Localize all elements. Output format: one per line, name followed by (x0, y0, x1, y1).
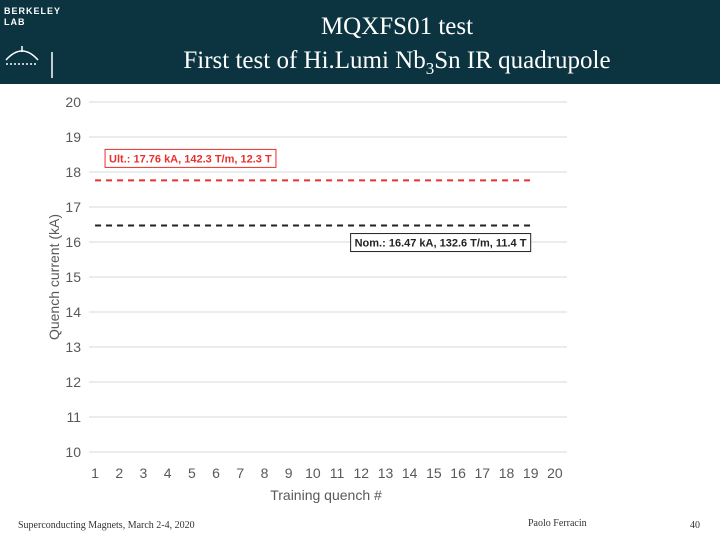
footer-left: Superconducting Magnets, March 2-4, 2020 (18, 520, 195, 531)
page-number: 40 (690, 520, 700, 531)
x-tick-label: 6 (212, 465, 220, 481)
y-tick-label: 17 (65, 199, 81, 215)
y-tick-label: 18 (65, 164, 81, 180)
reference-label-box (350, 233, 532, 253)
y-tick-label: 15 (65, 269, 81, 285)
header-band (0, 0, 720, 84)
subtitle-part: Sn IR quadrupole (434, 47, 610, 74)
y-tick-label: 19 (65, 129, 81, 145)
subtitle-part: First test of Hi.Lumi Nb (183, 47, 425, 74)
slide-title: MQXFS01 test (321, 13, 473, 40)
x-tick-label: 11 (330, 465, 345, 481)
y-tick-label: 10 (65, 444, 81, 460)
footer-center: Paolo Ferracin (528, 518, 587, 529)
y-tick-label: 11 (66, 409, 81, 425)
y-tick-label: 20 (65, 94, 81, 110)
y-axis-label: Quench current (kA) (46, 214, 62, 340)
x-tick-label: 3 (140, 465, 148, 481)
x-tick-label: 1 (91, 465, 99, 481)
x-tick-label: 9 (285, 465, 293, 481)
x-tick-label: 17 (475, 465, 491, 481)
subtitle-subscript: 3 (426, 59, 435, 78)
x-tick-label: 8 (261, 465, 269, 481)
logo-text: BERKELEY (4, 6, 61, 16)
logo-text: LAB (4, 17, 26, 27)
y-tick-label: 12 (65, 374, 81, 390)
x-tick-label: 12 (353, 465, 369, 481)
x-tick-label: 20 (547, 465, 563, 481)
logo-icon (5, 46, 53, 78)
slide-subtitle: First test of Hi.Lumi Nb3Sn IR quadrupol… (183, 47, 610, 78)
x-tick-label: 13 (378, 465, 394, 481)
x-tick-label: 5 (188, 465, 196, 481)
x-tick-label: 2 (115, 465, 123, 481)
x-axis-label: Training quench # (270, 487, 382, 503)
y-tick-label: 16 (65, 234, 81, 250)
x-tick-label: 10 (305, 465, 321, 481)
x-tick-label: 19 (523, 465, 539, 481)
reference-label: Nom.: 16.47 kA, 132.6 T/m, 11.4 T (355, 238, 527, 250)
reference-label: Ult.: 17.76 kA, 142.3 T/m, 12.3 T (109, 153, 272, 165)
reference-label-box (104, 148, 277, 168)
x-tick-label: 16 (450, 465, 466, 481)
y-tick-label: 13 (65, 339, 81, 355)
x-tick-label: 14 (402, 465, 418, 481)
y-tick-label: 14 (65, 304, 81, 320)
x-tick-label: 15 (426, 465, 442, 481)
x-tick-label: 18 (499, 465, 515, 481)
x-tick-label: 4 (164, 465, 172, 481)
x-tick-label: 7 (236, 465, 244, 481)
